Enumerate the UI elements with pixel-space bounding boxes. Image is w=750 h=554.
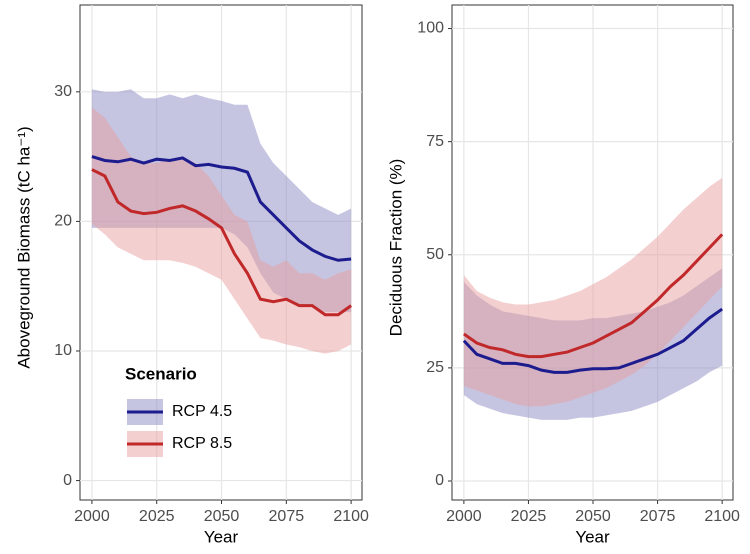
y-tick-label: 30 [54, 83, 72, 100]
x-axis-title: Year [204, 527, 239, 546]
y-axis-title: Aboveground Biomass (tC ha⁻¹) [14, 126, 33, 368]
x-axis-title: Year [575, 527, 610, 546]
x-tick-label: 2075 [269, 508, 305, 525]
x-tick-label: 2000 [446, 508, 482, 525]
x-tick-label: 2050 [204, 508, 240, 525]
x-tick-label: 2000 [74, 508, 110, 525]
y-tick-label: 0 [435, 472, 444, 489]
y-tick-label: 50 [426, 246, 444, 263]
y-axis-title: Deciduous Fraction (%) [386, 159, 405, 337]
y-tick-label: 20 [54, 213, 72, 230]
ribbon [463, 177, 723, 407]
line [463, 233, 724, 359]
line [91, 155, 352, 262]
y-tick-label: 10 [54, 342, 72, 359]
y-tick-label: 0 [63, 472, 72, 489]
legend-label: RCP 8.5 [172, 435, 232, 452]
x-tick-label: 2025 [511, 508, 547, 525]
y-tick-label: 75 [426, 133, 444, 150]
line [462, 307, 724, 374]
x-tick-label: 2025 [139, 508, 175, 525]
y-tick-label: 100 [417, 20, 444, 37]
line [91, 168, 352, 317]
x-tick-label: 2100 [704, 508, 740, 525]
y-tick-label: 25 [426, 359, 444, 376]
x-tick-label: 2075 [640, 508, 676, 525]
legend-title: Scenario [125, 364, 197, 383]
x-tick-label: 2050 [575, 508, 611, 525]
x-tick-label: 2100 [333, 508, 369, 525]
legend-label: RCP 4.5 [172, 403, 232, 420]
